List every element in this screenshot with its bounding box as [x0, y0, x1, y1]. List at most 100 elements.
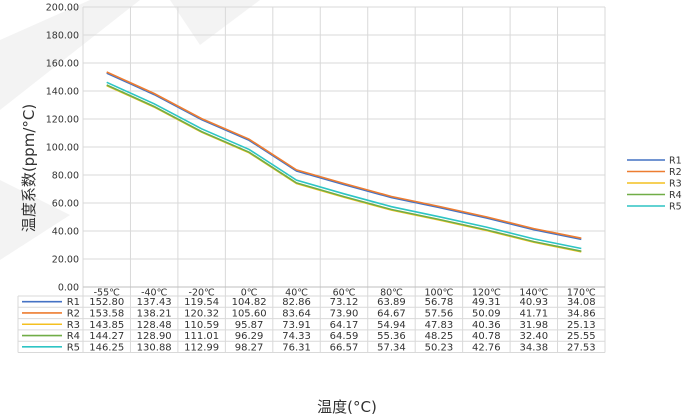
y-tick-label: 20.00 [52, 255, 79, 266]
table-cell: 98.27 [235, 342, 264, 353]
table-cell: 40.78 [472, 331, 501, 342]
table-cell: 73.91 [282, 320, 311, 331]
table-cell: 112.99 [184, 342, 219, 353]
y-tick-label: 60.00 [52, 199, 79, 210]
x-axis-ticks: -55℃ -40℃ -20℃ 0℃ 40℃ 60℃ 80℃ 100℃ 120℃ 140℃ 170℃ [94, 287, 596, 298]
table-cell: 63.89 [377, 297, 406, 308]
table-cell: 146.25 [89, 342, 124, 353]
x-tick-label: 140℃ [519, 287, 548, 298]
series-line-r5 [106, 81, 582, 250]
table-cell: 41.71 [519, 308, 548, 319]
x-tick-label: 80℃ [380, 287, 403, 298]
table-cell: 66.57 [330, 342, 359, 353]
table-cell: 111.01 [184, 331, 219, 342]
y-tick-label: 0.00 [58, 283, 79, 294]
table-cell: 120.32 [184, 308, 219, 319]
table-cell: 128.48 [137, 320, 172, 331]
legend-label: R3 [669, 179, 682, 190]
data-table: R1 152.80 137.43 119.54 104.82 82.86 73.12 63.8… [17, 295, 605, 353]
table-cell: 73.12 [330, 297, 359, 308]
series-line-r2 [106, 71, 582, 239]
table-cell: 47.83 [425, 320, 454, 331]
table-cell: 96.29 [235, 331, 264, 342]
table-cell: 34.86 [567, 308, 596, 319]
y-tick-label: 200.00 [46, 3, 79, 14]
table-cell: 40.93 [519, 297, 548, 308]
table-row-name: R4 [67, 331, 80, 342]
series-lines [106, 71, 582, 253]
y-axis-ticks: 0.00 20.00 40.00 60.00 80.00 100.00 120.00 140.… [46, 3, 79, 294]
table-cell: 48.25 [425, 331, 454, 342]
table-cell: 128.90 [137, 331, 172, 342]
table-cell: 55.36 [377, 331, 406, 342]
table-cell: 153.58 [89, 308, 124, 319]
legend-label: R5 [669, 202, 682, 213]
x-tick-label: -20℃ [189, 287, 216, 298]
table-cell: 64.17 [330, 320, 359, 331]
table-row-name: R2 [67, 308, 80, 319]
x-tick-label: 100℃ [425, 287, 454, 298]
table-cell: 34.38 [519, 342, 548, 353]
table-cell: 152.80 [89, 297, 124, 308]
table-cell: 34.08 [567, 297, 596, 308]
table-cell: 110.59 [184, 320, 219, 331]
y-axis-label: 温度系数(ppm/°C) [20, 104, 38, 232]
x-tick-label: 60℃ [333, 287, 356, 298]
table-cell: 56.78 [425, 297, 454, 308]
table-row-name: R3 [67, 320, 80, 331]
table-cell: 137.43 [137, 297, 172, 308]
legend-label: R4 [669, 190, 682, 201]
table-cell: 50.23 [425, 342, 454, 353]
table-cell: 50.09 [472, 308, 501, 319]
x-tick-label: -55℃ [94, 287, 121, 298]
table-cell: 119.54 [184, 297, 219, 308]
x-tick-label: 40℃ [285, 287, 308, 298]
x-tick-label: 170℃ [567, 287, 596, 298]
x-tick-label: -40℃ [141, 287, 168, 298]
table-cell: 57.34 [377, 342, 406, 353]
legend-label: R2 [669, 167, 682, 178]
table-cell: 95.87 [235, 320, 264, 331]
y-tick-label: 160.00 [46, 59, 79, 70]
table-cell: 73.90 [330, 308, 359, 319]
y-tick-label: 140.00 [46, 87, 79, 98]
table-cell: 54.94 [377, 320, 406, 331]
table-cell: 49.31 [472, 297, 501, 308]
table-cell: 25.55 [567, 331, 596, 342]
table-row-name: R5 [67, 342, 80, 353]
table-row-name: R1 [67, 297, 80, 308]
table-cell: 130.88 [137, 342, 172, 353]
table-cell: 40.36 [472, 320, 501, 331]
x-axis-label: 温度(°C) [317, 398, 377, 416]
table-cell: 74.33 [282, 331, 311, 342]
table-cell: 104.82 [232, 297, 267, 308]
table-cell: 64.67 [377, 308, 406, 319]
table-cell: 138.21 [137, 308, 172, 319]
table-cell: 64.59 [330, 331, 359, 342]
series-line-r1 [106, 72, 582, 241]
table-cell: 42.76 [472, 342, 501, 353]
table-cell: 82.86 [282, 297, 311, 308]
series-line-r4 [106, 84, 582, 252]
table-cell: 57.56 [425, 308, 454, 319]
table-cell: 83.64 [282, 308, 311, 319]
y-tick-label: 100.00 [46, 143, 79, 154]
table-cell: 144.27 [89, 331, 124, 342]
table-cell: 31.98 [519, 320, 548, 331]
table-cell: 25.13 [567, 320, 596, 331]
chart-grid [82, 6, 606, 353]
y-tick-label: 40.00 [52, 227, 79, 238]
x-tick-label: 0℃ [241, 287, 258, 298]
table-cell: 76.31 [282, 342, 311, 353]
table-cell: 27.53 [567, 342, 596, 353]
table-cell: 105.60 [232, 308, 267, 319]
y-tick-label: 80.00 [52, 171, 79, 182]
table-cell: 143.85 [89, 320, 124, 331]
y-tick-label: 120.00 [46, 115, 79, 126]
legend-label: R1 [669, 156, 682, 167]
y-tick-label: 180.00 [46, 31, 79, 42]
x-tick-label: 120℃ [472, 287, 501, 298]
